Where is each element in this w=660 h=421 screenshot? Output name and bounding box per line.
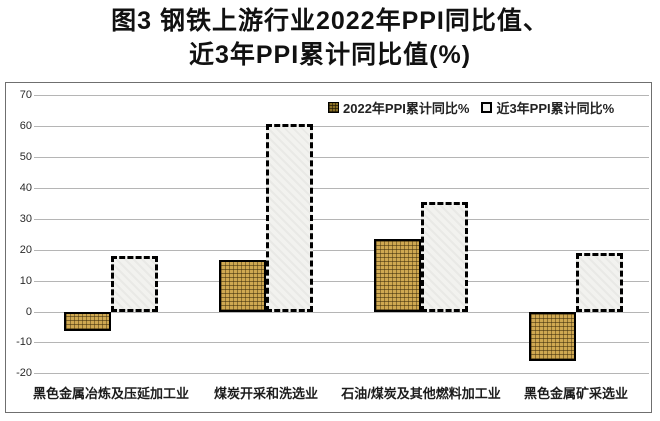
- x-category-label: 煤炭开采和洗选业: [213, 386, 319, 401]
- chart-title-line1: 图3 钢铁上游行业2022年PPI同比值、: [111, 7, 549, 35]
- x-category-label: 黑色金属冶炼及压延加工业: [32, 386, 190, 401]
- gridline: [34, 218, 649, 220]
- bar-2022-series: [374, 239, 421, 312]
- bar-recent-series: [576, 253, 623, 312]
- y-tick-label: 50: [19, 151, 32, 164]
- gridline: [34, 95, 649, 97]
- y-tick-label: -10: [16, 336, 32, 349]
- y-tick-label: 70: [19, 89, 32, 102]
- bar-2022-series: [529, 312, 576, 362]
- gridline: [34, 342, 649, 344]
- y-tick-label: 20: [19, 243, 32, 256]
- gridline: [34, 126, 649, 128]
- plot-area: 2022年PPI累计同比% 近3年PPI累计同比% 70 60 50 40 30 20 10 0…: [5, 82, 652, 413]
- y-tick-label: -20: [16, 367, 32, 380]
- bar-recent-series: [266, 123, 313, 312]
- bar-2022-series: [64, 312, 111, 331]
- bar-2022-series: [219, 259, 266, 312]
- y-tick-label: 40: [19, 182, 32, 195]
- gridline: [34, 280, 649, 282]
- bar-recent-series: [111, 256, 158, 312]
- legend-swatch-2022-icon: [328, 102, 339, 113]
- legend-swatch-recent-icon: [481, 102, 493, 113]
- x-category-label: 黑色金属矿采选业: [523, 386, 629, 401]
- chart-title-line2: 近3年PPI累计同比值(%): [188, 41, 472, 69]
- gridline: [34, 157, 649, 159]
- legend-label: 2022年PPI累计同比%: [343, 101, 470, 116]
- y-tick-label: 30: [19, 212, 32, 225]
- legend-item: 2022年PPI累计同比%: [328, 98, 469, 117]
- x-category-label: 石油/煤炭及其他燃料加工业: [341, 386, 501, 401]
- gridline: [34, 249, 649, 251]
- y-tick-label: 10: [19, 274, 32, 287]
- bar-recent-series: [421, 202, 468, 312]
- gridline: [34, 188, 649, 190]
- legend: 2022年PPI累计同比% 近3年PPI累计同比%: [328, 98, 614, 117]
- y-tick-label: 0: [25, 305, 32, 318]
- legend-item: 近3年PPI累计同比%: [481, 98, 614, 117]
- y-tick-label: 60: [19, 120, 32, 133]
- chart-title: 图3 钢铁上游行业2022年PPI同比值、 近3年PPI累计同比值(%): [0, 4, 660, 72]
- gridline: [34, 311, 649, 313]
- legend-label: 近3年PPI累计同比%: [496, 101, 615, 116]
- gridline: [34, 373, 649, 375]
